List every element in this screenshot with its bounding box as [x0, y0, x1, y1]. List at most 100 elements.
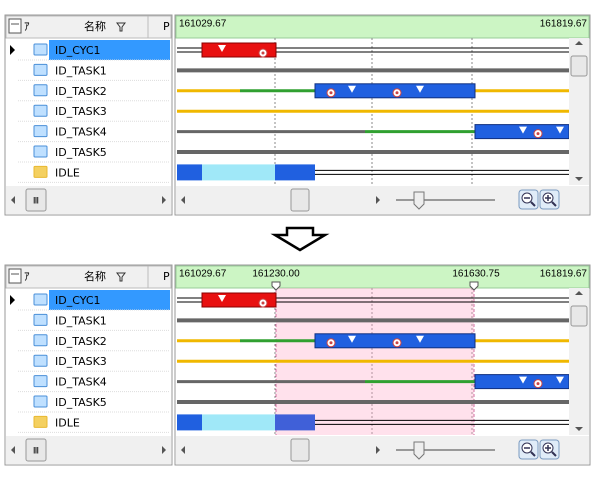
idle-block	[275, 414, 315, 431]
row-name[interactable]: ID_TASK1	[55, 64, 107, 77]
row-icon	[33, 415, 48, 428]
range-marker[interactable]	[271, 281, 281, 291]
scroll-up[interactable]	[575, 291, 583, 295]
event-triangle	[218, 45, 226, 52]
event-triangle	[416, 85, 424, 93]
scroll-left-arrow[interactable]	[181, 446, 185, 454]
event-dot	[261, 51, 265, 55]
column-header: ｱ	[24, 270, 30, 283]
idle-block	[177, 164, 202, 181]
scroll-down[interactable]	[575, 177, 583, 181]
scroll-thumb-grip[interactable]: Ⅲ	[33, 447, 39, 457]
time-end: 161819.67	[540, 269, 588, 280]
zoom-slider[interactable]	[413, 191, 425, 210]
column-header: P	[163, 20, 170, 33]
row-name[interactable]: ID_TASK2	[55, 335, 107, 348]
h-scroll-thumb	[290, 188, 310, 212]
event-dot	[536, 132, 540, 136]
event-triangle	[416, 335, 424, 343]
row-selected	[49, 40, 170, 60]
column-header[interactable]: 名称	[84, 269, 106, 283]
row-icon	[33, 104, 48, 117]
scroll-right-arrow[interactable]	[376, 196, 380, 204]
scroll-thumb	[25, 188, 47, 212]
column-header: P	[163, 270, 170, 283]
time-end: 161819.67	[540, 19, 588, 30]
idle-block	[202, 164, 275, 181]
timeline-header	[175, 265, 590, 289]
event-dot	[536, 382, 540, 386]
zoom-handle	[551, 451, 557, 457]
scroll-left-arrow[interactable]	[11, 196, 15, 204]
timeline-header	[175, 15, 590, 39]
row-icon	[33, 395, 48, 408]
event-dot	[329, 341, 333, 345]
row-icon	[33, 84, 48, 97]
row-pointer	[10, 295, 15, 305]
zoom-handle	[530, 201, 536, 207]
row-icon	[33, 145, 48, 158]
row-name[interactable]: IDLE	[55, 416, 80, 429]
event-triangle	[218, 295, 226, 302]
row-name[interactable]: ID_TASK3	[55, 105, 107, 118]
row-icon	[33, 165, 48, 178]
row-name[interactable]: ID_TASK5	[55, 146, 107, 159]
row-pointer	[10, 45, 15, 55]
header-icon	[8, 18, 22, 34]
row-icon	[33, 63, 48, 76]
scroll-left-arrow[interactable]	[181, 196, 185, 204]
header-icon	[8, 268, 22, 284]
event-triangle	[519, 376, 527, 384]
zoom-handle	[551, 201, 557, 207]
table-header	[5, 265, 172, 289]
event-triangle	[556, 126, 564, 134]
marker-time: 161630.75	[452, 269, 500, 280]
row-name[interactable]: ID_TASK3	[55, 355, 107, 368]
row-icon	[33, 125, 48, 138]
scroll-down[interactable]	[575, 427, 583, 431]
zoom-slider[interactable]	[413, 441, 425, 460]
range-marker[interactable]	[469, 281, 479, 291]
row-icon	[33, 43, 48, 56]
scroll-right-arrow[interactable]	[162, 196, 166, 204]
scroll-up[interactable]	[575, 41, 583, 45]
table-header	[5, 15, 172, 39]
event-triangle	[348, 335, 356, 343]
row-name[interactable]: ID_TASK1	[55, 314, 107, 327]
event-triangle	[519, 126, 527, 134]
scroll-right-arrow[interactable]	[376, 446, 380, 454]
row-name[interactable]: ID_TASK5	[55, 396, 107, 409]
v-scroll-thumb	[570, 55, 588, 77]
marker-time: 161230.00	[252, 269, 300, 280]
row-selected	[49, 290, 170, 310]
row-name[interactable]: ID_CYC1	[55, 294, 101, 307]
filter-icon	[116, 22, 126, 32]
zoom-handle	[530, 451, 536, 457]
scroll-thumb-grip[interactable]: Ⅲ	[33, 197, 39, 207]
v-scroll-thumb	[570, 305, 588, 327]
column-header[interactable]: 名称	[84, 19, 106, 33]
row-icon	[33, 334, 48, 347]
row-icon	[33, 313, 48, 326]
h-scroll-thumb	[290, 438, 310, 462]
idle-block	[275, 164, 315, 181]
scroll-left-arrow[interactable]	[11, 446, 15, 454]
row-name[interactable]: ID_TASK4	[55, 126, 107, 139]
down-arrow	[270, 226, 330, 252]
row-name[interactable]: IDLE	[55, 166, 80, 179]
column-header: ｱ	[24, 20, 30, 33]
time-start: 161029.67	[179, 19, 227, 30]
row-name[interactable]: ID_TASK2	[55, 85, 107, 98]
row-icon	[33, 293, 48, 306]
idle-block	[202, 414, 275, 431]
scroll-right-arrow[interactable]	[162, 446, 166, 454]
event-dot	[395, 91, 399, 95]
time-start: 161029.67	[179, 269, 227, 280]
event-dot	[261, 301, 265, 305]
row-name[interactable]: ID_TASK4	[55, 376, 107, 389]
row-icon	[33, 354, 48, 367]
idle-block	[177, 414, 202, 431]
filter-icon	[116, 272, 126, 282]
row-name[interactable]: ID_CYC1	[55, 44, 101, 57]
